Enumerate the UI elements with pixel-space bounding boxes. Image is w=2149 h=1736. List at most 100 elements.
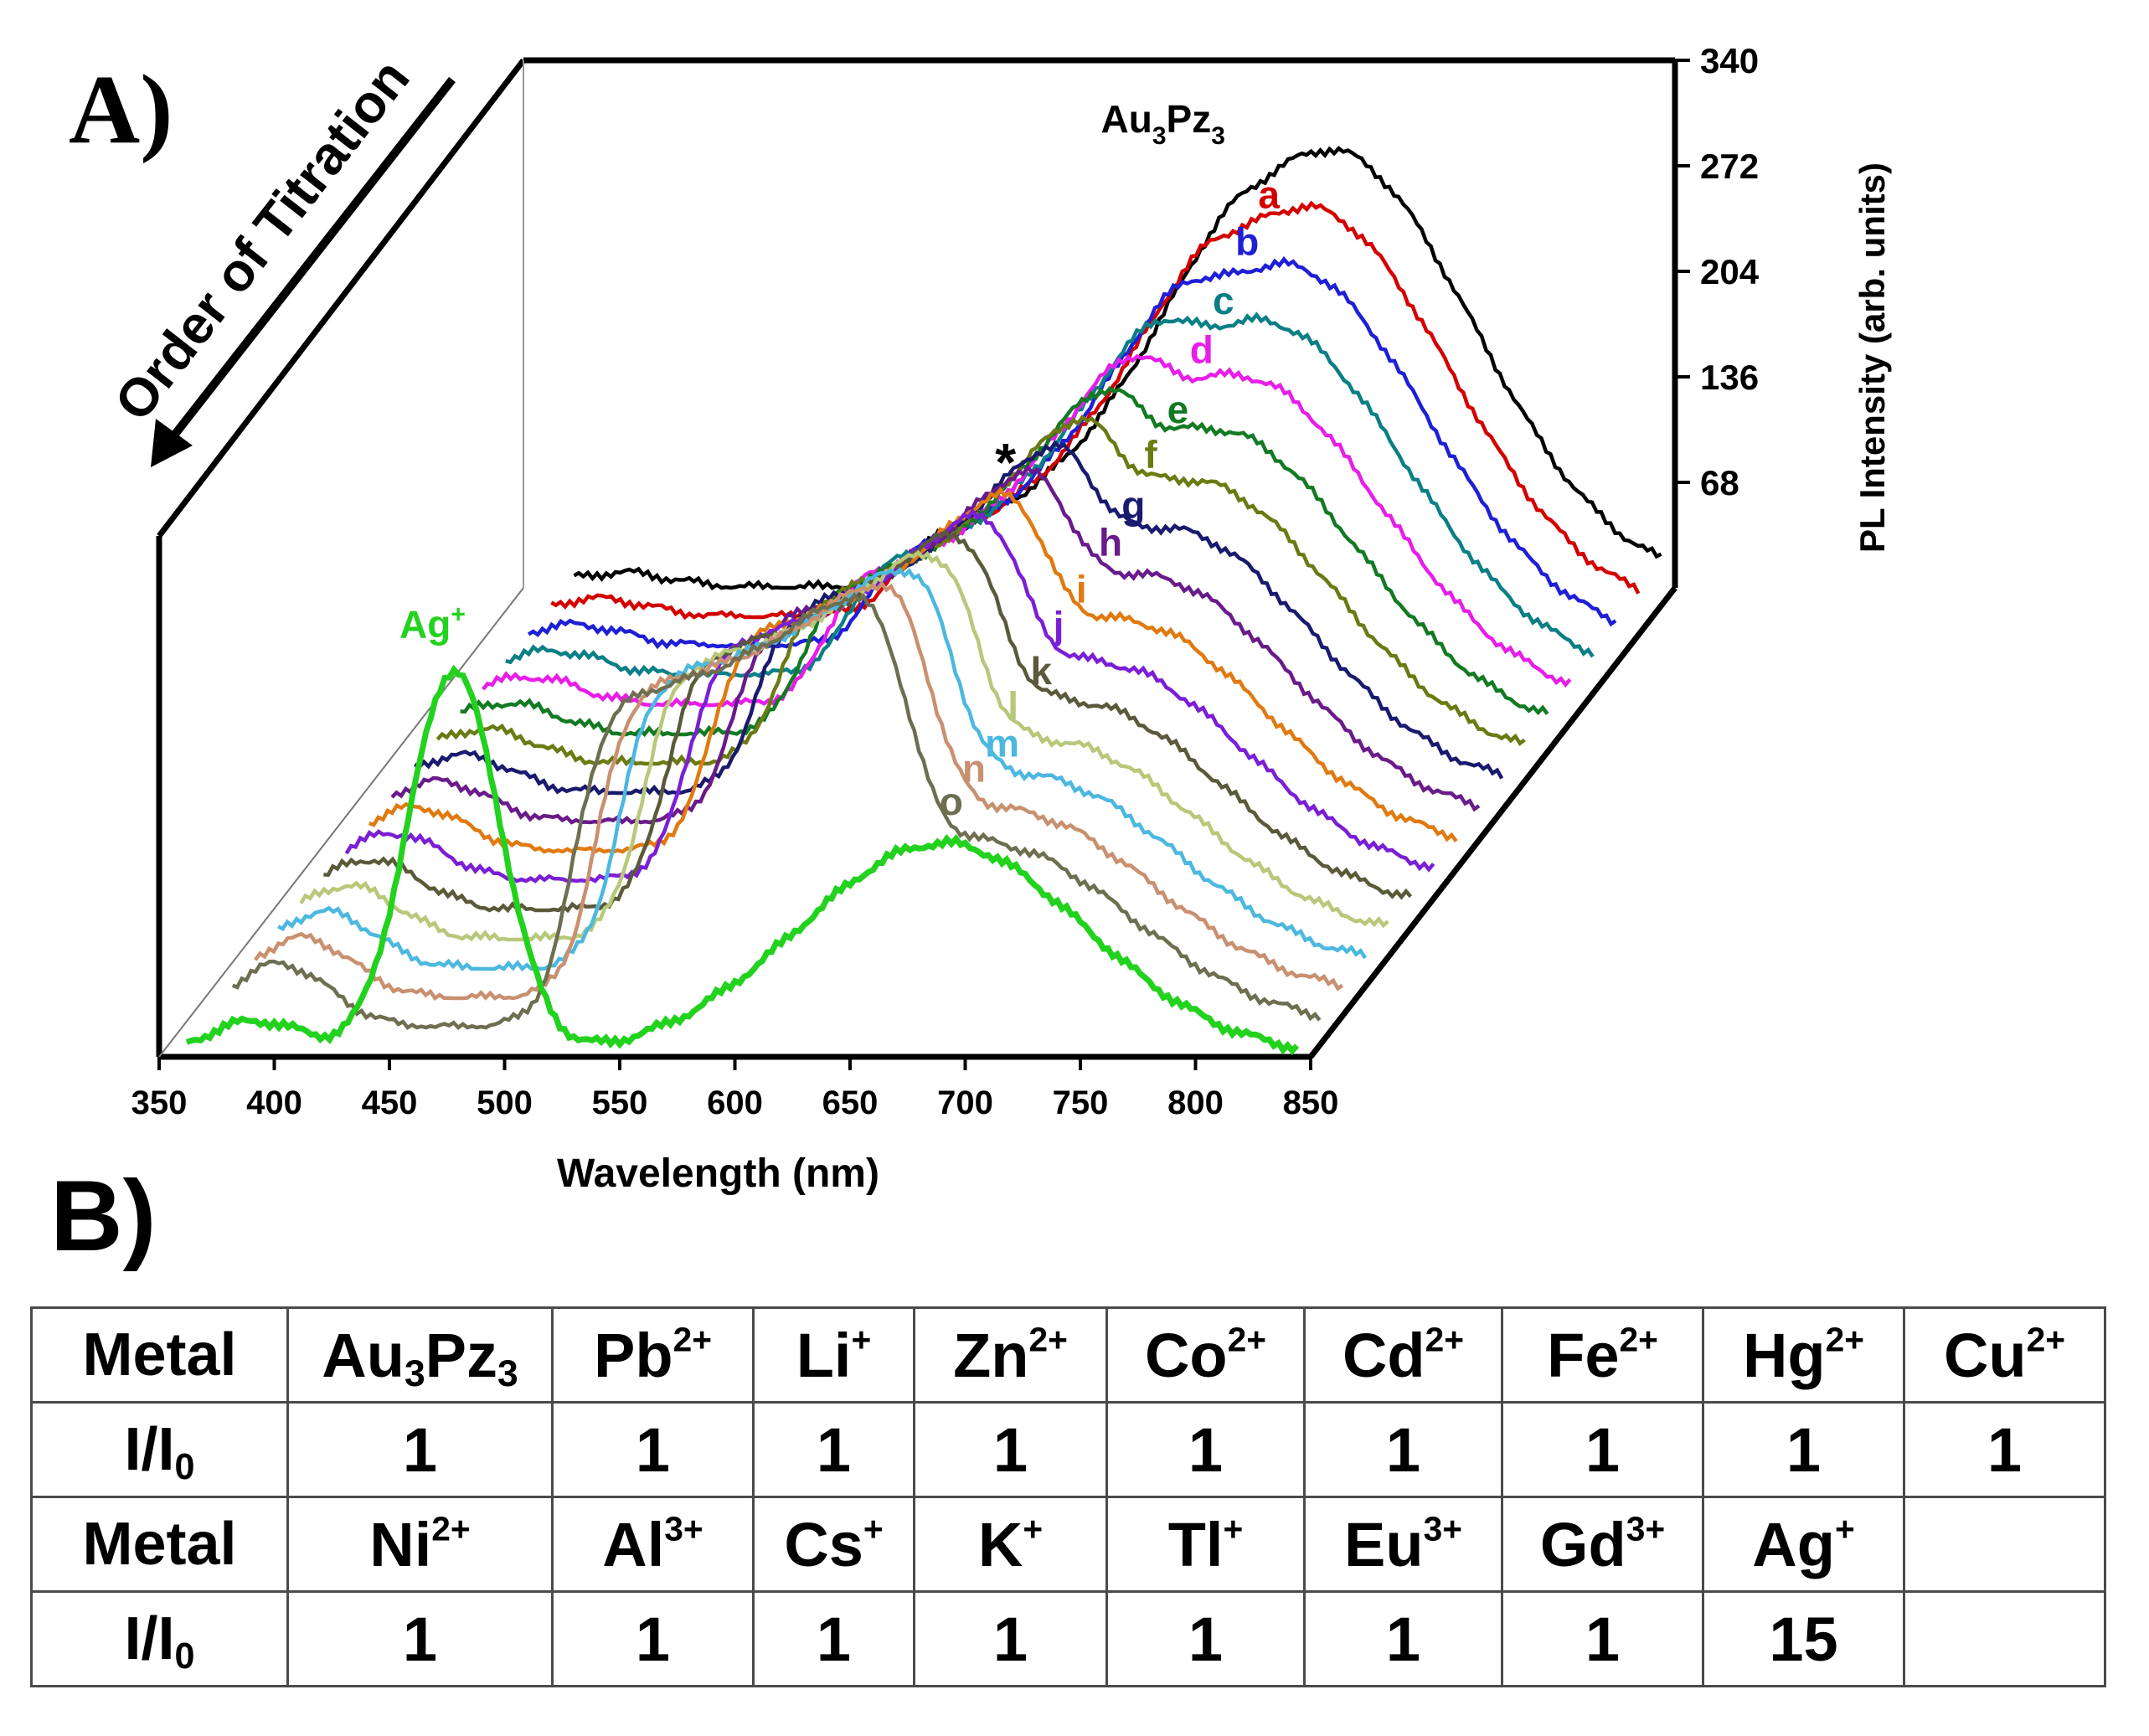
series-label-l: l bbox=[1008, 683, 1018, 727]
series-label-o: o bbox=[940, 780, 963, 823]
table-cell: 1 bbox=[1501, 1401, 1704, 1498]
x-tick-label: 700 bbox=[937, 1084, 993, 1121]
table-cell: 1 bbox=[913, 1401, 1108, 1498]
y-tick-label: 204 bbox=[1700, 252, 1760, 291]
panel-a-label: A) bbox=[69, 54, 173, 164]
metal-response-table: Metal Au3Pz3 Pb2+ Li+ Zn2+ Co2+ Cd2+ Fe2+ Hg2+ Cu… bbox=[30, 1306, 2106, 1687]
series-line-c bbox=[505, 312, 1595, 678]
x-tick-label: 550 bbox=[592, 1084, 648, 1121]
series-line-g bbox=[414, 440, 1504, 796]
series-line-d bbox=[482, 353, 1572, 708]
table-cell: Al3+ bbox=[551, 1496, 755, 1593]
table-cell: Ni2+ bbox=[286, 1496, 554, 1593]
series-label-f: f bbox=[1144, 432, 1157, 476]
frame-right-floor bbox=[1308, 585, 1677, 1059]
x-tick-label: 500 bbox=[477, 1084, 533, 1121]
table-cell bbox=[1903, 1496, 2106, 1593]
series-label-e: e bbox=[1167, 388, 1189, 431]
table-row-header: I/I0 bbox=[30, 1401, 289, 1498]
table-cell: 1 bbox=[1303, 1401, 1503, 1498]
table-cell: Fe2+ bbox=[1501, 1306, 1704, 1404]
series-line-o bbox=[231, 592, 1322, 1031]
table-cell bbox=[1903, 1590, 2106, 1687]
table-cell: 1 bbox=[1903, 1401, 2106, 1498]
table-cell: Li+ bbox=[752, 1306, 915, 1404]
series-label-a: a bbox=[1258, 173, 1280, 216]
table-cell: 1 bbox=[551, 1401, 755, 1498]
table-row-header: Metal bbox=[30, 1496, 289, 1593]
series-line-f bbox=[435, 414, 1526, 767]
series-label-i: i bbox=[1076, 568, 1087, 611]
table-cell: 1 bbox=[286, 1401, 554, 1498]
table-cell: Co2+ bbox=[1105, 1306, 1306, 1404]
table-row-header: Metal bbox=[30, 1306, 289, 1404]
table-row: Metal Au3Pz3 Pb2+ Li+ Zn2+ Co2+ Cd2+ Fe2+ Hg2+ Cu… bbox=[30, 1306, 2106, 1404]
series-label-n: n bbox=[962, 747, 986, 791]
series-line-n bbox=[254, 580, 1344, 1002]
table-cell: Ag+ bbox=[1702, 1496, 1905, 1593]
frame-left-floor bbox=[158, 587, 524, 1058]
x-tick-label: 800 bbox=[1167, 1084, 1224, 1121]
series-label-j: j bbox=[1053, 603, 1064, 646]
x-tick-label: 450 bbox=[362, 1084, 418, 1121]
y-tick-label: 340 bbox=[1700, 41, 1759, 80]
table-cell: 1 bbox=[286, 1590, 554, 1687]
x-tick-label: 750 bbox=[1053, 1084, 1109, 1121]
table-cell: 15 bbox=[1702, 1590, 1905, 1687]
series-label-b: b bbox=[1235, 220, 1259, 264]
x-tick-label: 400 bbox=[246, 1084, 302, 1121]
table-cell: 1 bbox=[913, 1590, 1108, 1687]
y-tick-label: 272 bbox=[1700, 147, 1759, 186]
series-line-i bbox=[368, 487, 1458, 854]
table-cell: Tl+ bbox=[1105, 1496, 1306, 1593]
table-cell: Hg2+ bbox=[1702, 1306, 1905, 1404]
table-row-header: I/I0 bbox=[30, 1590, 289, 1687]
chart-axes: 350 400 450 500 550 600 650 700 750 800 850 Wavelen… bbox=[103, 41, 1892, 1196]
chart-curves bbox=[185, 146, 1662, 1056]
table-cell: Zn2+ bbox=[913, 1306, 1108, 1404]
table-cell: Pb2+ bbox=[551, 1306, 755, 1404]
table-cell: Cd2+ bbox=[1303, 1306, 1503, 1404]
frame-top-left bbox=[157, 58, 526, 538]
table-cell: 1 bbox=[752, 1590, 915, 1687]
table-cell: 1 bbox=[1105, 1401, 1306, 1498]
series-label-d: d bbox=[1190, 327, 1214, 371]
table-cell: Cs+ bbox=[752, 1496, 915, 1593]
table-cell: K+ bbox=[913, 1496, 1108, 1593]
series-label-g: g bbox=[1121, 483, 1145, 527]
table-row: I/I0 1 1 1 1 1 1 1 1 1 bbox=[30, 1401, 2106, 1498]
x-tick-label: 650 bbox=[822, 1084, 879, 1121]
series-line-b bbox=[527, 255, 1617, 650]
series-line-Agplus bbox=[185, 664, 1300, 1056]
titration-arrow-head bbox=[151, 419, 193, 467]
table-cell: 1 bbox=[551, 1590, 755, 1687]
table-cell: 1 bbox=[1303, 1590, 1503, 1687]
table-row: Metal Ni2+ Al3+ Cs+ K+ Tl+ Eu3+ Gd3+ Ag+ bbox=[30, 1496, 2106, 1593]
series-label-h: h bbox=[1099, 521, 1122, 564]
table-cell: Gd3+ bbox=[1501, 1496, 1704, 1593]
y-tick-label: 68 bbox=[1700, 463, 1739, 502]
table-cell: 1 bbox=[1501, 1590, 1704, 1687]
panel-b-label: B) bbox=[50, 1160, 157, 1272]
series-label-k: k bbox=[1030, 649, 1052, 693]
table-cell: Au3Pz3 bbox=[286, 1306, 554, 1404]
series-label-m: m bbox=[985, 721, 1019, 765]
x-tick-label: 600 bbox=[707, 1084, 763, 1121]
chart-frame bbox=[156, 57, 1678, 1060]
series-label-ag-plus: Ag+ bbox=[399, 601, 466, 646]
depth-axis-label: Order of Titration bbox=[103, 48, 421, 431]
table-cell: 1 bbox=[1702, 1401, 1905, 1498]
series-line-a bbox=[550, 200, 1641, 621]
x-tick-label: 350 bbox=[131, 1084, 188, 1121]
scatter-peak-marker: * bbox=[995, 432, 1016, 492]
x-tick-label: 850 bbox=[1283, 1084, 1339, 1121]
table-cell: Cu2+ bbox=[1903, 1306, 2106, 1404]
titration-arrow-shaft bbox=[164, 76, 456, 447]
table-cell: Eu3+ bbox=[1303, 1496, 1503, 1593]
table-cell: 1 bbox=[752, 1401, 915, 1498]
series-line-Au3Pz3 bbox=[573, 146, 1662, 591]
series-line-h bbox=[390, 464, 1481, 825]
x-axis-label: Wavelength (nm) bbox=[557, 1151, 879, 1196]
